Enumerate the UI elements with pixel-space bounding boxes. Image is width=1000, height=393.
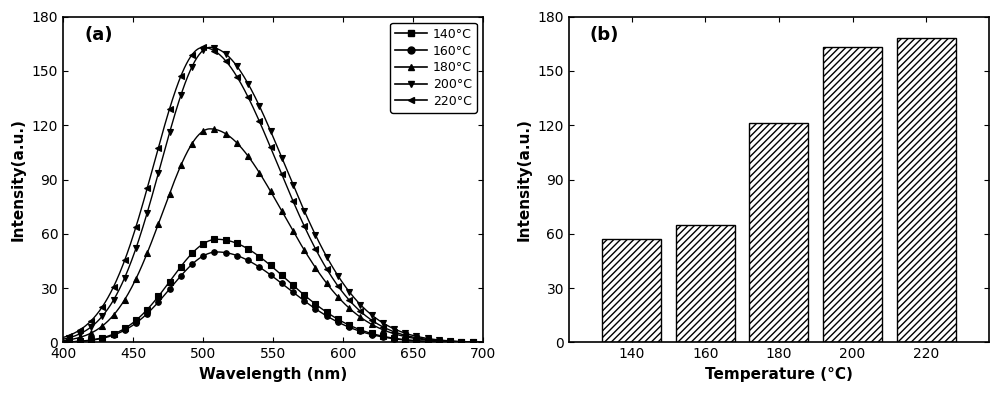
- Bar: [602, 239, 661, 342]
- Legend: 140°C, 160°C, 180°C, 200°C, 220°C: 140°C, 160°C, 180°C, 200°C, 220°C: [390, 23, 477, 113]
- Y-axis label: Intensity(a.u.): Intensity(a.u.): [11, 118, 26, 241]
- Bar: [897, 39, 956, 342]
- X-axis label: Wavelength (nm): Wavelength (nm): [199, 367, 347, 382]
- Text: (a): (a): [84, 26, 113, 44]
- Bar: [749, 123, 808, 342]
- X-axis label: Temperature (°C): Temperature (°C): [705, 367, 853, 382]
- Bar: [676, 225, 735, 342]
- Text: (b): (b): [590, 26, 619, 44]
- Y-axis label: Intensity(a.u.): Intensity(a.u.): [517, 118, 532, 241]
- Bar: [823, 48, 882, 342]
